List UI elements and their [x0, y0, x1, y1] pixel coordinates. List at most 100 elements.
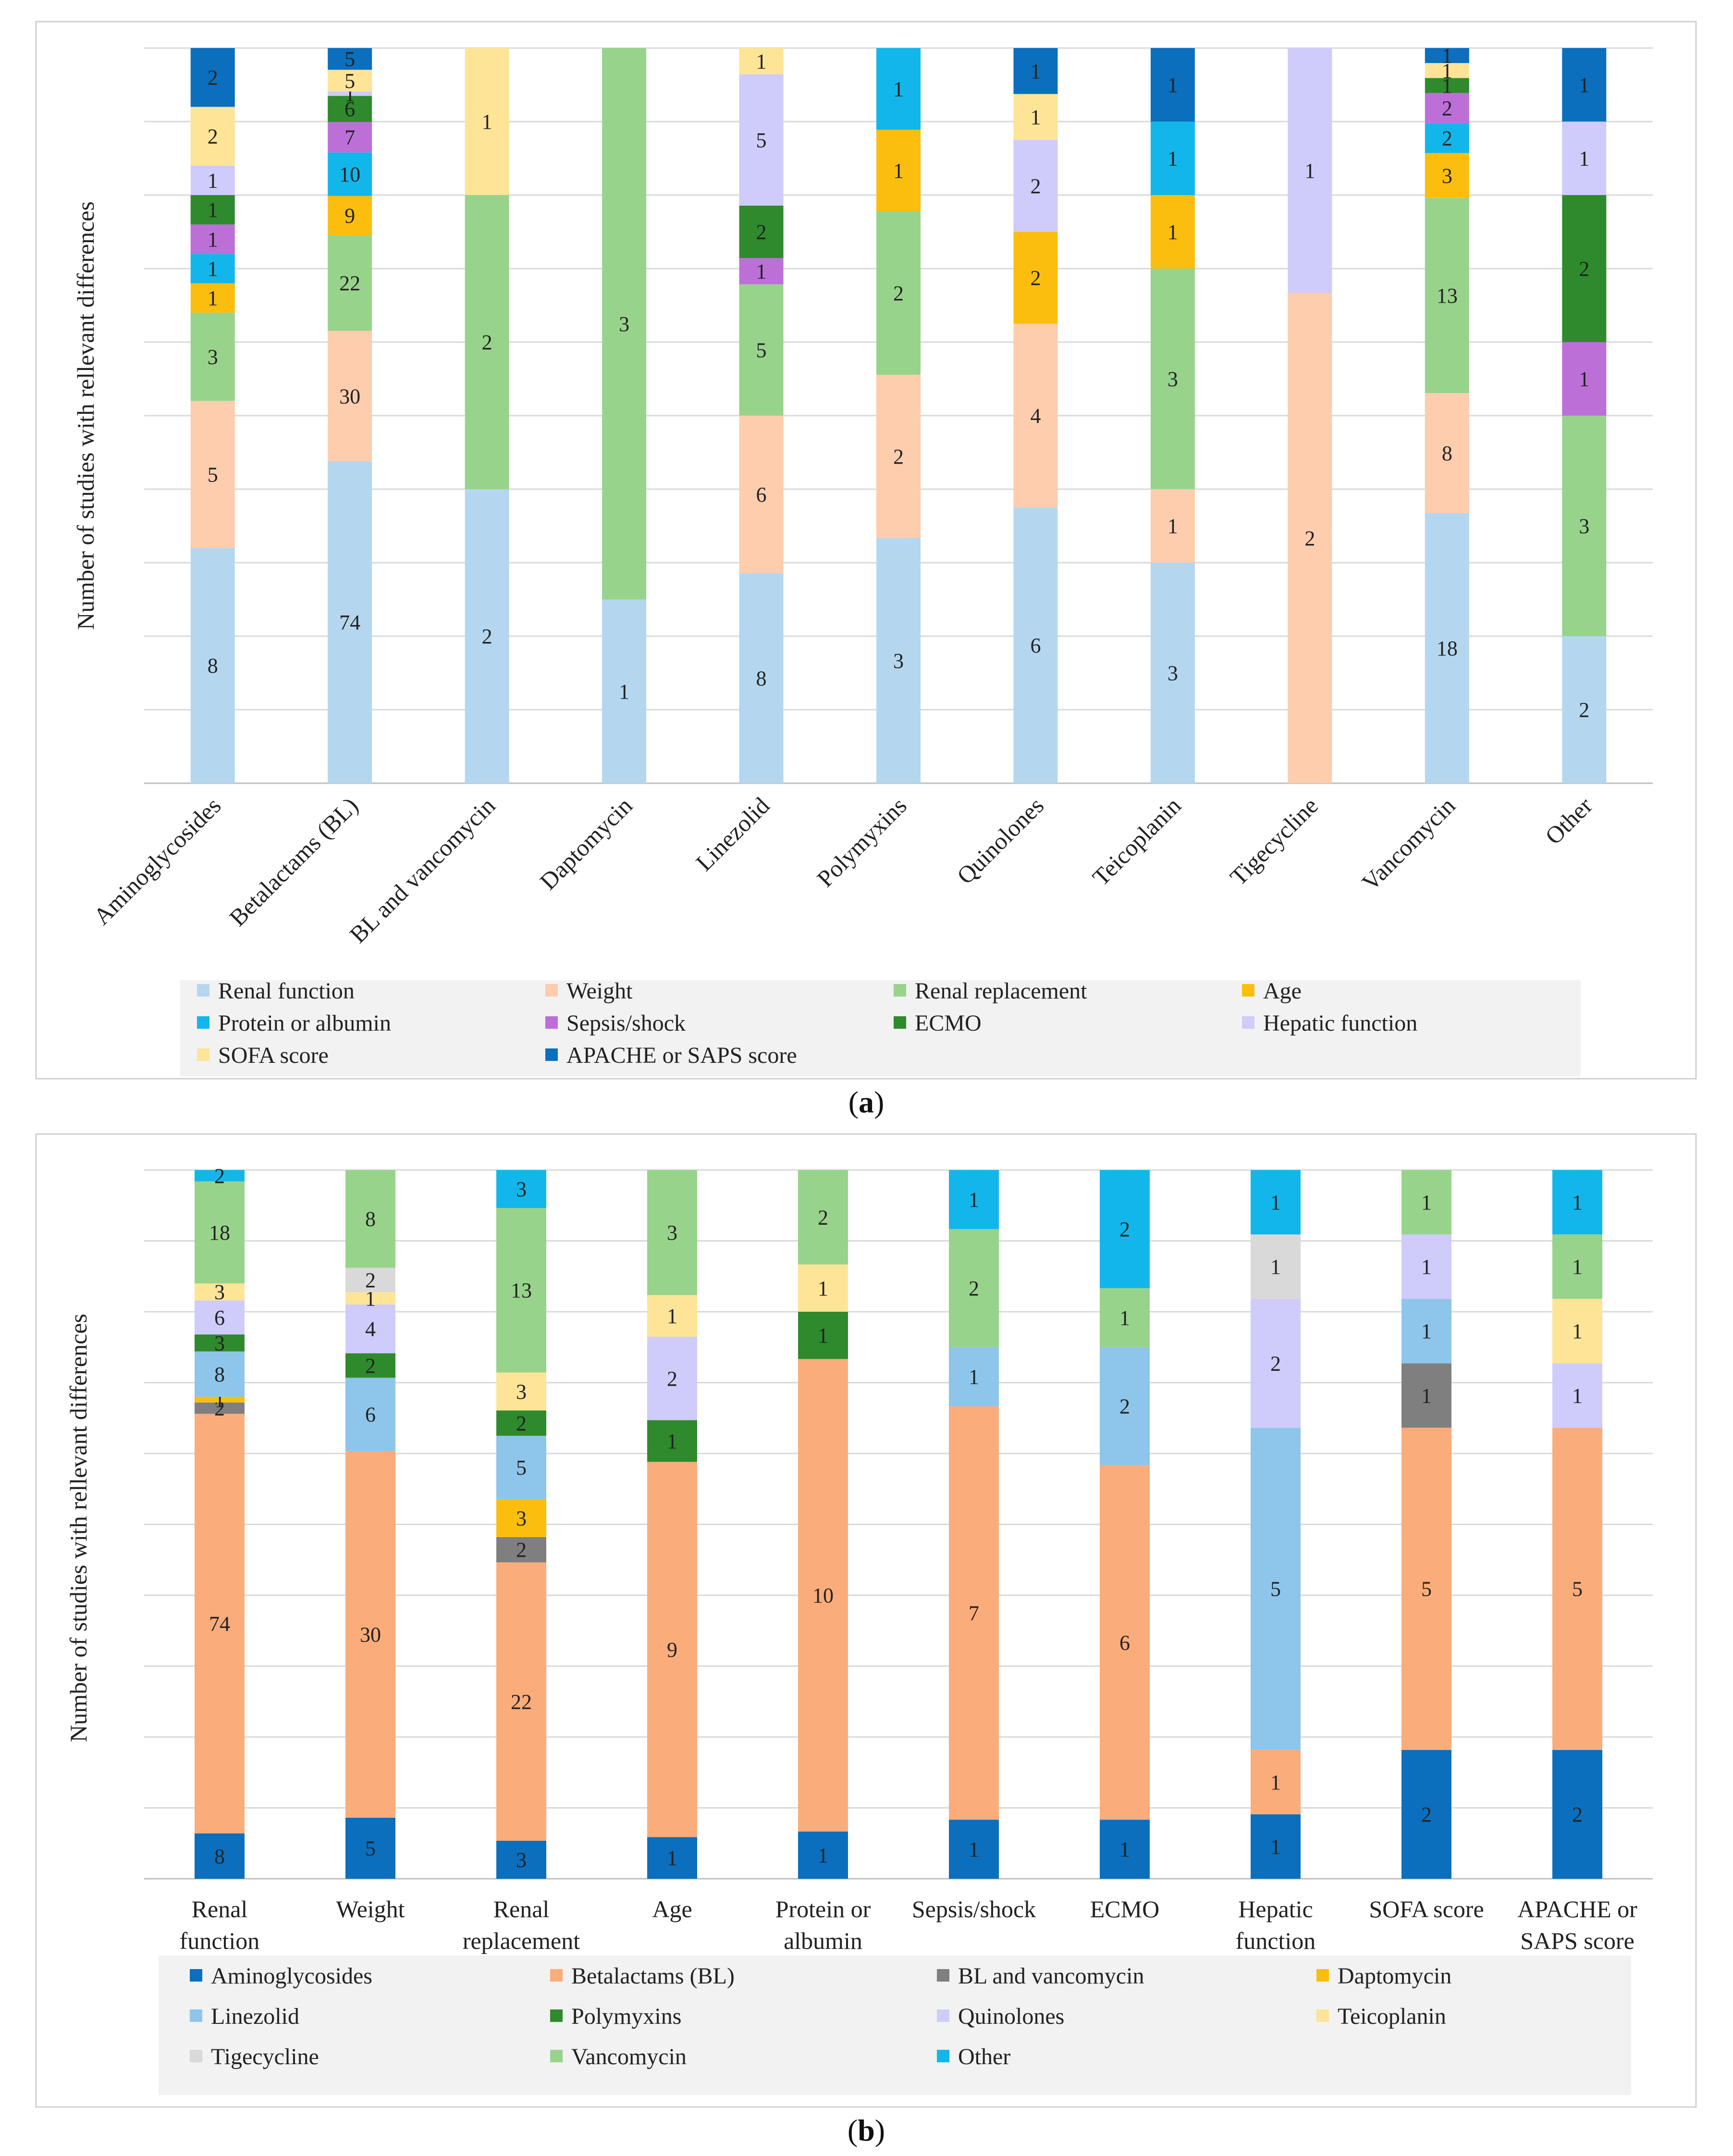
- bar-segment: [1100, 1820, 1150, 1879]
- bar-segment: [328, 196, 372, 235]
- data-label: 1: [818, 1277, 828, 1300]
- data-label: 1: [1030, 60, 1041, 83]
- bar-segment: [328, 152, 372, 196]
- data-label: 5: [756, 338, 767, 362]
- category-label: Hepatic: [1238, 1896, 1313, 1922]
- data-label: 1: [208, 169, 218, 192]
- data-label: 2: [1030, 174, 1041, 198]
- data-label: 30: [339, 384, 360, 408]
- data-label: 1: [1168, 74, 1178, 97]
- legend-label: Teicoplanin: [1338, 2004, 1446, 2029]
- category-label: function: [180, 1927, 260, 1954]
- bar-segment: [1100, 1170, 1150, 1288]
- data-label: 1: [1168, 147, 1178, 171]
- category-label: SOFA score: [1369, 1896, 1484, 1922]
- category-label: Other: [1540, 792, 1598, 850]
- data-label: 3: [1168, 368, 1178, 391]
- data-label: 13: [511, 1279, 532, 1302]
- data-label: 1: [1270, 1771, 1281, 1794]
- bar-segment: [190, 283, 235, 313]
- data-label: 2: [214, 1164, 225, 1188]
- bar-segment: [1552, 1234, 1602, 1299]
- category-label: Renal: [493, 1896, 550, 1922]
- data-label: 1: [1270, 1191, 1281, 1214]
- legend-swatch: [550, 2009, 563, 2022]
- bar-segment: [496, 1537, 546, 1563]
- category-label: Weight: [336, 1896, 405, 1922]
- data-label: 9: [667, 1638, 677, 1662]
- data-label: 1: [969, 1838, 979, 1861]
- data-label: 1: [1572, 1384, 1583, 1407]
- data-label: 5: [1421, 1577, 1432, 1601]
- bar-segment: [876, 130, 921, 211]
- data-label: 4: [1030, 404, 1041, 428]
- bar-segment: [739, 205, 784, 259]
- bar-segment: [876, 211, 921, 375]
- bar-segment: [1562, 342, 1607, 416]
- data-label: 2: [1119, 1395, 1130, 1418]
- legend-label: Aminoglycosides: [211, 1963, 372, 1989]
- data-label: 1: [756, 49, 767, 73]
- data-label: 1: [969, 1188, 979, 1211]
- data-label: 5: [516, 1456, 527, 1479]
- bar-segment: [496, 1499, 546, 1537]
- bar-segment: [647, 1295, 697, 1337]
- bar-segment: [195, 1402, 245, 1414]
- legend-label: SOFA score: [218, 1043, 329, 1068]
- bar-segment: [345, 1451, 395, 1818]
- data-label: 22: [339, 271, 360, 295]
- bar-segment: [1425, 393, 1469, 513]
- data-label: 5: [756, 128, 767, 152]
- data-label: 2: [893, 445, 904, 468]
- data-label: 1: [667, 1305, 677, 1328]
- legend-label: Hepatic function: [1263, 1010, 1417, 1036]
- data-label: 2: [365, 1269, 376, 1292]
- data-label: 1: [818, 1844, 828, 1867]
- bar-segment: [1150, 122, 1195, 195]
- bar-segment: [1552, 1428, 1602, 1750]
- legend-swatch: [937, 2009, 949, 2022]
- legend-swatch: [1242, 1016, 1254, 1029]
- data-label: 1: [1421, 1384, 1432, 1407]
- data-label: 2: [818, 1206, 828, 1229]
- legend-label: Tigecycline: [211, 2044, 319, 2070]
- bar-segment: [876, 375, 921, 538]
- bar-segment: [798, 1831, 848, 1879]
- bar-segment: [345, 1304, 395, 1354]
- bar-segment: [949, 1229, 999, 1347]
- data-label: 3: [214, 1331, 225, 1355]
- bar-segment: [1425, 123, 1469, 153]
- data-label: 5: [344, 48, 355, 71]
- bar-segment: [647, 1170, 697, 1295]
- data-label: 2: [214, 1397, 225, 1420]
- legend-swatch: [937, 1969, 949, 1982]
- data-label: 1: [365, 1287, 376, 1310]
- bar-segment: [1425, 93, 1469, 123]
- data-label: 8: [214, 1363, 225, 1386]
- data-label: 3: [667, 1221, 677, 1244]
- chart-a: Number of studies with rellevant differe…: [35, 21, 1697, 1080]
- category-label: Quinolones: [952, 792, 1049, 889]
- data-label: 6: [756, 483, 767, 506]
- data-label: 2: [482, 625, 492, 648]
- data-label: 5: [208, 463, 218, 486]
- data-label: 2: [1030, 266, 1041, 290]
- bar-segment: [465, 48, 509, 195]
- data-label: 6: [214, 1306, 225, 1330]
- data-label: 8: [214, 1845, 225, 1868]
- bar-segment: [602, 48, 647, 600]
- data-label: 5: [365, 1836, 376, 1860]
- category-label: Tigecycline: [1225, 792, 1323, 890]
- bar-segment: [195, 1170, 245, 1182]
- data-label: 2: [1442, 97, 1452, 120]
- legend-label: APACHE or SAPS score: [566, 1043, 797, 1068]
- legend-swatch: [894, 1016, 906, 1029]
- bar-segment: [1562, 416, 1607, 636]
- bar-segment: [496, 1840, 546, 1879]
- bar-segment: [465, 195, 509, 489]
- legend-label: Sepsis/shock: [566, 1010, 686, 1036]
- data-label: 2: [482, 331, 492, 354]
- bar-segment: [1288, 293, 1332, 783]
- data-label: 10: [812, 1584, 834, 1607]
